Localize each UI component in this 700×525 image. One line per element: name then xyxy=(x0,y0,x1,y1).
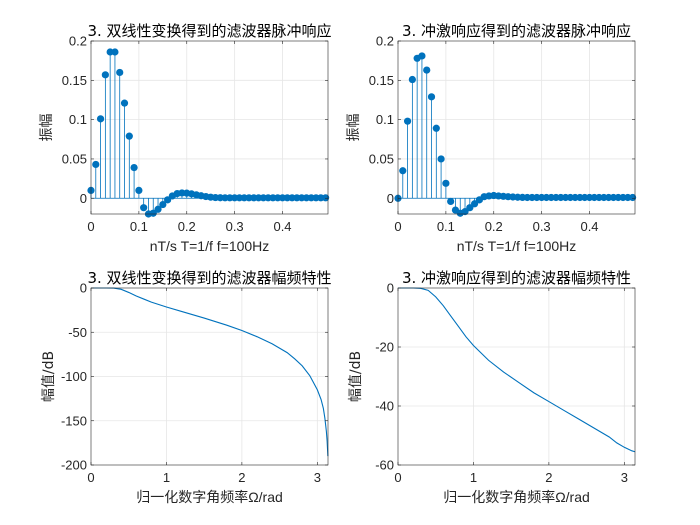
x-tick-label: 0.3 xyxy=(226,219,244,234)
response-curve xyxy=(398,287,636,453)
stem-marker xyxy=(116,68,124,77)
chart-title: 3. 冲激响应得到的滤波器幅频特性 xyxy=(402,269,631,287)
x-tick-label: 0.2 xyxy=(485,219,503,234)
y-tick-label: -60 xyxy=(375,458,394,473)
y-tick-label: 0.05 xyxy=(62,151,87,166)
chart-2: 0 0.1 0.2 0.3 0.4 0 0.05 0.1 0.15 0.2 3. 冲激响应得到的滤波… xyxy=(346,22,637,254)
stem-marker xyxy=(418,52,426,60)
stem-marker xyxy=(447,197,455,206)
stem-marker xyxy=(423,66,431,74)
y-tick-label: 0.05 xyxy=(369,151,394,166)
stem-marker xyxy=(135,186,143,195)
y-tick-label: -150 xyxy=(61,413,87,428)
stem-marker xyxy=(154,205,162,213)
x-tick-label: 0.4 xyxy=(580,219,598,234)
stem-marker xyxy=(432,124,440,132)
stem-marker xyxy=(101,71,109,79)
stem-marker xyxy=(629,193,637,202)
x-axis-label: nT/s T=1/f f=100Hz xyxy=(457,238,577,254)
stem-marker xyxy=(471,200,479,208)
stem-marker xyxy=(466,204,474,212)
x-tick-label: 0 xyxy=(394,470,401,485)
y-axis-label: 幅值/dB xyxy=(348,351,364,402)
x-tick-label: 3 xyxy=(621,470,628,485)
axes-box xyxy=(397,40,636,215)
x-tick-label: 1 xyxy=(163,470,170,485)
x-tick-label: 0.1 xyxy=(437,219,455,234)
stem-marker xyxy=(399,167,407,175)
x-axis-label: 归一化数字角频率Ω/rad xyxy=(443,489,590,505)
y-tick-label: 0.15 xyxy=(62,73,87,88)
y-tick-label: -40 xyxy=(375,399,394,414)
stem-marker xyxy=(140,204,148,212)
stem-marker xyxy=(437,155,445,163)
stem-marker xyxy=(164,196,172,204)
x-tick-label: 0.2 xyxy=(178,219,196,234)
y-tick-label: 0.2 xyxy=(69,34,87,49)
stem-marker xyxy=(159,200,167,209)
stem-marker xyxy=(149,209,157,217)
chart-4: 0 1 2 3 -60 -40 -20 0 3. 冲激响应得到的滤波器幅频特性归一化数字角频率Ω… xyxy=(348,269,636,505)
y-tick-label: 0 xyxy=(387,191,394,206)
y-tick-label: 0 xyxy=(387,281,394,296)
stem-marker xyxy=(96,115,105,123)
y-tick-label: 0.1 xyxy=(69,112,87,127)
x-axis-label: 归一化数字角频率Ω/rad xyxy=(136,489,283,505)
stem-marker xyxy=(130,164,138,172)
chart-1: 0 0.1 0.2 0.3 0.400.050.10.150.23. 双线性变换得到的滤… xyxy=(39,22,332,254)
x-tick-label: 2 xyxy=(238,470,245,485)
chart-title: 3. 双线性变换得到的滤波器脉冲响应 xyxy=(87,22,331,40)
y-tick-label: 0.15 xyxy=(369,73,394,88)
y-tick-label: 0 xyxy=(80,281,87,296)
y-tick-label: 0.1 xyxy=(376,112,394,127)
x-tick-label: 0 xyxy=(394,219,401,234)
axes-box xyxy=(90,40,329,215)
y-tick-label: 0 xyxy=(80,191,87,206)
y-tick-label: -20 xyxy=(375,340,394,355)
stem-marker xyxy=(322,194,330,202)
y-axis-label: 幅值/dB xyxy=(41,351,57,402)
stem-marker xyxy=(92,160,100,169)
x-tick-label: 0 xyxy=(87,219,94,234)
x-tick-label: 2 xyxy=(545,470,552,485)
y-tick-label: -200 xyxy=(61,458,87,473)
y-tick-label: 0.2 xyxy=(376,34,394,49)
axes-box xyxy=(397,287,636,466)
y-tick-label: -100 xyxy=(61,369,87,384)
stem-marker xyxy=(125,132,133,140)
chart-title: 3. 双线性变换得到的滤波器幅频特性 xyxy=(87,269,331,287)
response-curve xyxy=(91,287,329,457)
stem-marker xyxy=(442,179,450,187)
x-tick-label: 1 xyxy=(470,470,477,485)
x-tick-label: 0.1 xyxy=(130,219,148,234)
chart-title: 3. 冲激响应得到的滤波器脉冲响应 xyxy=(402,22,631,40)
y-tick-label: -50 xyxy=(68,325,87,340)
y-axis-label: 振幅 xyxy=(39,114,55,142)
stem-marker xyxy=(427,93,436,101)
stem-marker xyxy=(120,99,129,107)
x-tick-label: 0.4 xyxy=(273,219,291,234)
stem-marker xyxy=(111,48,119,56)
x-axis-label: nT/s T=1/f f=100Hz xyxy=(150,238,270,254)
x-tick-label: 0.3 xyxy=(533,219,551,234)
stem-marker xyxy=(403,117,412,125)
y-axis-label: 振幅 xyxy=(346,114,362,142)
x-tick-label: 0 xyxy=(87,470,94,485)
x-tick-label: 3 xyxy=(314,470,321,485)
stem-marker xyxy=(408,75,416,84)
stem-marker xyxy=(461,208,469,216)
